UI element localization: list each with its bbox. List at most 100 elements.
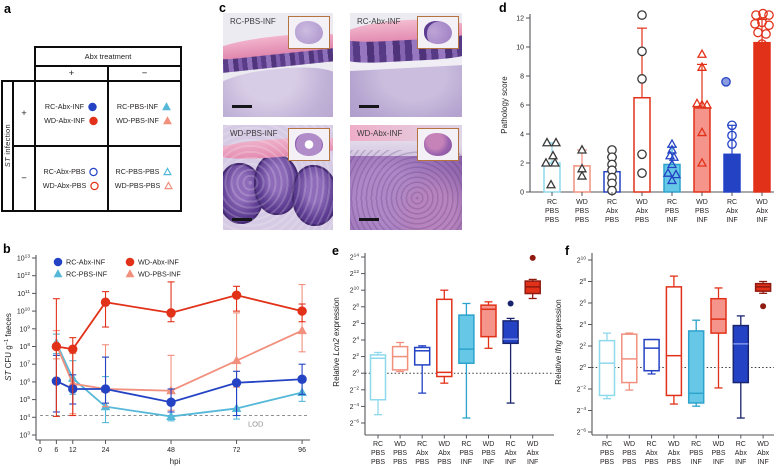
box-group-2: [413, 345, 431, 394]
group-label: RC: [373, 441, 383, 448]
data-point-circle: [100, 297, 111, 307]
box: [687, 330, 705, 404]
data-point-triangle: [125, 269, 135, 278]
data-point-circle: [753, 27, 763, 38]
tick-label: 210: [350, 286, 360, 295]
group-label: PBS: [622, 450, 636, 457]
legend-entry: WD-Abx-INF: [44, 116, 99, 126]
tick-label: 2−2: [577, 385, 587, 394]
triangle-marker-icon: [162, 115, 172, 124]
y-axis-label: Relative Lcn2 expression: [332, 297, 341, 386]
data-point-circle: [637, 149, 647, 160]
cell-abx-pbs: RC-Abx-PBS WD-Abx-PBS: [34, 145, 109, 212]
group-label: INF: [713, 459, 724, 466]
tick-label: 2−4: [350, 402, 360, 411]
group-label: INF: [756, 217, 767, 224]
group-label: Abx: [438, 450, 451, 457]
data-point-triangle: [576, 144, 588, 154]
data-point-triangle: [166, 411, 176, 420]
bar-group-0: [540, 137, 562, 193]
group-label: PBS: [437, 459, 451, 466]
group-label: Abx: [756, 208, 769, 215]
tick-label: 103: [20, 431, 31, 440]
group-label: INF: [666, 217, 677, 224]
legend-entry: RC-PBS-PBS: [115, 166, 174, 177]
legend-entry-label: RC-PBS-PBS: [115, 167, 160, 176]
tick-label: 20: [352, 369, 359, 378]
data-point-circle: [730, 155, 740, 165]
data-point-circle: [89, 116, 98, 125]
box: [413, 346, 431, 366]
box-group-4: [458, 302, 475, 419]
group-label: RC: [647, 441, 657, 448]
group-label: INF: [691, 459, 702, 466]
data-point-circle: [166, 397, 176, 407]
data-point-triangle: [666, 174, 678, 185]
histology-rc-pbs-inf: RC-PBS-INF: [223, 13, 333, 117]
data-point-triangle: [696, 48, 708, 58]
tissue-blob: [295, 133, 323, 156]
panel-b-cfu-line-chart: 103 104 105 106 107 108 109 1010 1011 1012 1013 0 6 1…: [4, 254, 310, 466]
data-point-triangle: [670, 169, 682, 179]
data-point-circle: [724, 153, 734, 164]
outlier-point: [507, 300, 514, 307]
box: [458, 314, 475, 364]
triangle-marker-icon: [163, 166, 173, 175]
group-label: PBS: [711, 450, 725, 457]
lod-label: LOD: [248, 420, 264, 429]
legend-entry-label: WD-PBS-PBS: [114, 181, 161, 190]
group-label: INF: [696, 217, 707, 224]
group-label: PBS: [371, 450, 385, 457]
tick-label: 28: [579, 277, 586, 286]
box: [710, 297, 727, 334]
tissue-art: [350, 152, 462, 230]
group-label: INF: [461, 459, 472, 466]
series-line: [55, 342, 303, 418]
y-axis-label: Pathology score: [500, 76, 509, 134]
series-line: [55, 329, 303, 392]
series-line: [55, 378, 303, 404]
tick-label: 2−6: [577, 428, 587, 437]
box: [502, 320, 519, 345]
data-point-circle: [90, 181, 99, 190]
panel-label-e: e: [332, 244, 339, 258]
scale-bar: [232, 218, 252, 221]
data-point-triangle: [53, 269, 63, 278]
tick-label: 212: [350, 269, 360, 278]
histology-label: WD-Abx-INF: [357, 129, 403, 138]
legend-entry-label: WD-Abx-INF: [44, 116, 85, 125]
group-label: PBS: [393, 450, 407, 457]
data-point-triangle: [666, 158, 678, 169]
tick-label: 108: [20, 342, 31, 351]
box-group-2: [643, 338, 660, 375]
panel-label-f: f: [565, 244, 570, 258]
group-label: Abx: [646, 450, 659, 457]
tick-label: 24: [102, 447, 110, 454]
data-point-circle: [721, 76, 731, 87]
tick-label: 12: [69, 447, 77, 454]
panel-label-a: a: [4, 2, 11, 16]
group-label: PBS: [600, 450, 614, 457]
data-point-circle: [757, 39, 767, 49]
histology-wd-abx-inf: WD-Abx-INF: [350, 125, 462, 230]
group-label: WD: [668, 441, 680, 448]
tick-label: 214: [350, 253, 360, 262]
data-point-triangle: [696, 127, 708, 137]
data-point-circle: [727, 168, 737, 178]
data-point-circle: [53, 257, 63, 267]
group-label: RC: [417, 441, 427, 448]
series-RC-Abx-INF: [51, 354, 307, 417]
cross-section-inset: [288, 16, 330, 49]
tick-label: 8: [520, 74, 524, 81]
legend-entry: WD-PBS-PBS: [114, 180, 175, 191]
data-point-triangle: [691, 98, 703, 108]
bar-group-6: [721, 76, 741, 193]
triangle-marker-icon: [164, 180, 174, 189]
legend-label: WD-PBS-INF: [138, 270, 181, 279]
group-label: RC: [506, 441, 516, 448]
tick-label: 210: [577, 256, 587, 265]
tick-label: 12: [516, 16, 524, 23]
cross-section-inset: [417, 16, 459, 49]
data-point-triangle: [540, 157, 552, 167]
